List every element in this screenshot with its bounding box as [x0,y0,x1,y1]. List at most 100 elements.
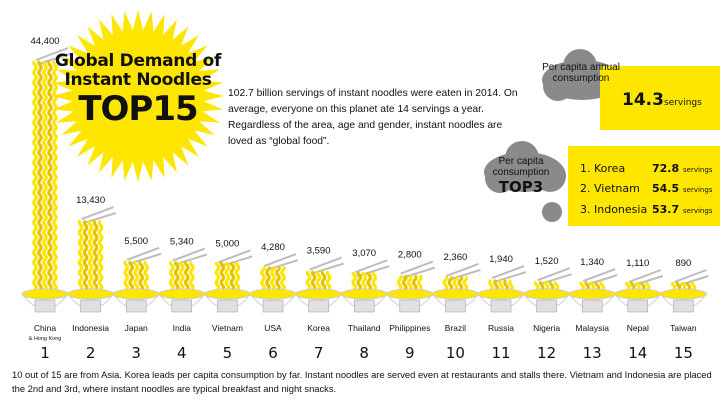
noodle-strand [685,281,692,292]
top3-country-3: Indonesia [594,203,648,216]
bowl-rim [523,288,571,300]
top3-cloud [484,141,566,193]
noodle-strand [493,278,499,292]
noodle-bar-9: 2,800 Philippines 9 [385,250,436,362]
noodle-strand [401,274,408,292]
noodle-strand [411,274,418,292]
noodle-strand [52,60,58,292]
top3-label-line2: TOP3 [498,178,544,196]
noodle-strand [320,270,327,292]
title-top15: TOP15 [78,89,198,129]
noodle-strand [87,219,94,292]
noodle-strand [584,281,591,292]
top3-value-1: 72.8 [652,162,680,175]
noodle-strand [143,260,150,292]
chopstick [448,268,481,281]
top3-row-1: 1. Korea [580,162,625,175]
country-label: Brazil [445,323,466,333]
top3-cloud-part [534,160,566,192]
noodle-strand [356,271,363,292]
bowl-rim [112,288,160,300]
chopstick [354,259,388,274]
chopstick [446,262,479,277]
rank-label: 3 [131,344,141,362]
annual-unit: servings [663,98,702,108]
annual-label: Per capita annual consumption [542,62,620,84]
noodle-strand [229,261,236,292]
flag-icon [125,299,147,313]
bowl-rim [203,288,251,300]
annual-panel [600,66,720,130]
annual-cloud-part [543,71,573,101]
top3-value-2: 54.5 [652,182,680,195]
bowl-rim [295,288,343,300]
noodle-strand [265,266,271,292]
rank-label: 1 [40,344,50,362]
rank-label: 15 [674,344,693,362]
top3-country-1: Korea [594,162,626,175]
flag-icon [34,299,56,313]
bowl-rim [614,288,662,300]
sunburst-badge [52,10,224,182]
noodle-strand [128,260,135,292]
top3-rank-1: 1. [580,162,591,175]
value-label: 44,400 [30,36,59,47]
value-label: 4,280 [261,242,285,253]
noodle-strand [624,281,631,292]
noodle-strand [452,276,459,292]
flag-icon [399,299,421,313]
noodle-strand [260,266,266,292]
noodle-strand [315,270,322,292]
country-label: Korea [307,323,330,333]
value-label: 5,000 [216,238,240,249]
sunburst-shape [52,10,224,182]
value-label: 1,520 [535,256,559,267]
title-line-2: Instant Noodles [64,70,212,90]
top3-label: Per capita consumption TOP3 [486,156,556,196]
chopstick [309,256,342,271]
chopstick [628,269,662,283]
rank-label: 11 [491,344,510,362]
chopstick [35,47,69,61]
value-label: 5,340 [170,237,194,248]
noodle-strand [42,60,48,292]
rank-label: 6 [268,344,278,362]
intro-text: 102.7 billion servings of instant noodle… [228,88,518,147]
bowl-rim [386,288,434,300]
flag-icon [80,299,101,313]
country-label: India [173,323,192,333]
noodle-strand [406,274,413,292]
bowl-rim [21,288,69,300]
noodle-strand [629,281,636,292]
noodle-strand [442,276,449,292]
top3-country-2: Vietnam [594,182,640,195]
bowl-rim [431,288,479,300]
rank-label: 12 [537,344,556,362]
noodle-bar-1: 44,400 China & Hong Kong 1 [20,36,71,362]
noodle-bar-12: 1,520 Nigeria 12 [522,256,572,362]
top3-panel [568,146,720,226]
noodle-bar-7: 3,590 Korea 7 [294,246,344,362]
country-label: Philippines [389,323,430,333]
noodle-bar-13: 1,340 Malaysia 13 [568,257,618,362]
noodle-strand [579,281,586,292]
noodle-strand [670,281,677,292]
top3-unit-3: servings [682,207,713,215]
noodle-strand [644,281,651,292]
country-label: Russia [488,323,514,333]
chopstick [265,259,299,271]
noodle-strand [138,260,145,292]
top3-rank-2: 2. [580,182,591,195]
noodle-bar-15: 890 Taiwan 15 [659,258,709,362]
title-block: Global Demand of Instant Noodles TOP15 [48,52,228,129]
noodle-strand [82,219,89,292]
noodle-strand [133,260,140,292]
value-label: 2,360 [444,252,468,263]
chopstick [263,253,297,267]
noodle-bar-8: 3,070 Thailand 8 [340,248,390,362]
flag-icon [673,299,694,313]
noodle-strand [396,274,403,292]
country-label: Nigeria [533,323,560,333]
bowl-rim [477,288,525,300]
country-label: Thailand [348,323,381,333]
